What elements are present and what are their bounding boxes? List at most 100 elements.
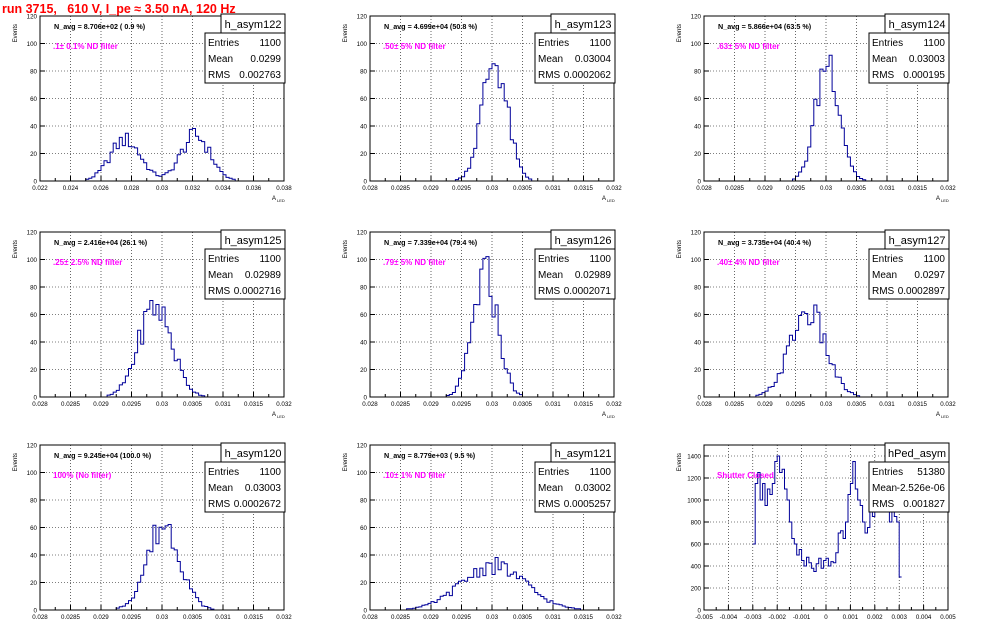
y-tick-label: 80 — [694, 69, 701, 76]
x-tick-label: 0.0285 — [391, 185, 410, 192]
x-tick-label: 0.003 — [891, 614, 907, 621]
stats-box: h_asym125 Entries 1100 Mean 0.02989 RMS 0.0002… — [204, 229, 286, 300]
stats-entries-label: Entries — [872, 38, 903, 49]
y-tick-label: 120 — [357, 230, 368, 237]
y-tick-label: 120 — [691, 230, 702, 237]
histogram-panel-h_asym122: 0.022 0.024 0.026 0.028 0.03 0.032 0.034 0.036 0… — [13, 13, 292, 203]
x-tick-label: 0.03 — [820, 401, 833, 408]
y-tick-label: 0 — [698, 179, 702, 186]
x-tick-label: 0.0295 — [452, 614, 471, 621]
histogram-panel-h_asym125: 0.028 0.0285 0.029 0.0295 0.03 0.0305 0.031 0.0… — [13, 229, 292, 419]
x-tick-label: 0.028 — [362, 185, 378, 192]
y-tick-label: 120 — [691, 14, 702, 21]
x-tick-label: 0.028 — [362, 401, 378, 408]
y-tick-label: 0 — [34, 608, 38, 615]
x-tick-label: 0.028 — [696, 401, 712, 408]
stats-box: h_asym122 Entries 1100 Mean 0.0299 RMS 0.00276… — [204, 13, 286, 84]
histogram-name: h_asym122 — [225, 19, 282, 31]
navg-annotation: N_avg = 4.699e+04 (50.8 %) — [384, 22, 478, 31]
y-tick-label: 20 — [30, 151, 37, 158]
y-tick-label: 80 — [360, 285, 367, 292]
stats-rms-value: 0.0002897 — [898, 286, 946, 297]
x-tick-label: 0 — [824, 614, 828, 621]
histogram-series-h_asym121 — [370, 557, 614, 611]
stats-entries-value: 1100 — [259, 254, 281, 265]
stats-box: h_asym123 Entries 1100 Mean 0.03004 RMS 0.0002… — [534, 13, 616, 84]
stats-entries-label: Entries — [208, 38, 239, 49]
y-tick-label: 100 — [357, 257, 368, 264]
y-axis-title: Events — [677, 24, 683, 42]
stats-box-body — [204, 248, 286, 300]
histogram-name: hPed_asym — [888, 448, 946, 460]
x-tick-label: -0.001 — [793, 614, 811, 621]
y-tick-label: 60 — [30, 312, 37, 319]
x-tick-label: 0.0285 — [61, 401, 80, 408]
stats-mean-value: 0.03002 — [575, 483, 612, 494]
y-tick-label: 60 — [694, 96, 701, 103]
x-tick-label: 0.001 — [843, 614, 859, 621]
x-tick-label: 0.0305 — [513, 185, 532, 192]
x-tick-label: 0.031 — [879, 401, 895, 408]
x-tick-label: 0.0315 — [244, 614, 263, 621]
y-tick-label: 1400 — [687, 454, 701, 461]
y-tick-label: 40 — [694, 340, 701, 347]
y-tick-label: 40 — [360, 553, 367, 560]
x-axis-title-subscript: LED — [941, 198, 949, 203]
x-tick-label: 0.0305 — [183, 614, 202, 621]
y-tick-label: 80 — [360, 498, 367, 505]
navg-annotation: N_avg = 3.735e+04 (40.4 %) — [718, 238, 812, 247]
stats-rms-label: RMS — [538, 286, 561, 297]
y-axis-title: Events — [343, 240, 349, 258]
stats-mean-value: 0.03003 — [909, 54, 946, 65]
x-tick-label: 0.031 — [545, 614, 561, 621]
x-tick-label: 0.0305 — [513, 401, 532, 408]
y-tick-label: 20 — [694, 151, 701, 158]
y-tick-label: 60 — [30, 96, 37, 103]
y-tick-label: 100 — [27, 470, 38, 477]
stats-box-body — [534, 461, 616, 513]
navg-annotation: N_avg = 8.779e+03 ( 9.5 %) — [384, 451, 476, 460]
y-tick-label: 200 — [691, 586, 702, 593]
stats-rms-value: 0.0002071 — [564, 286, 612, 297]
stats-rms-value: 0.0002672 — [234, 499, 282, 510]
y-tick-label: 20 — [360, 580, 367, 587]
x-tick-label: 0.032 — [185, 185, 201, 192]
x-tick-label: 0.0285 — [61, 614, 80, 621]
filter-annotation: .10± 1% ND filter — [383, 471, 446, 480]
x-tick-label: -0.005 — [695, 614, 713, 621]
x-tick-label: 0.029 — [93, 401, 109, 408]
filter-annotation: 100% (No filter) — [53, 471, 112, 480]
x-tick-label: 0.03 — [486, 401, 499, 408]
x-tick-label: 0.0305 — [847, 401, 866, 408]
navg-annotation: N_avg = 7.339e+04 (79.4 %) — [384, 238, 478, 247]
stats-box-body — [204, 461, 286, 513]
y-tick-label: 100 — [357, 470, 368, 477]
y-axis-title: Events — [13, 453, 19, 471]
histogram-name: h_asym127 — [889, 235, 946, 247]
x-tick-label: 0.022 — [32, 185, 48, 192]
x-tick-label: 0.0285 — [391, 401, 410, 408]
y-tick-label: 80 — [694, 285, 701, 292]
stats-entries-value: 1100 — [589, 254, 611, 265]
stats-mean-value: 0.0297 — [914, 270, 945, 281]
y-tick-label: 20 — [360, 151, 367, 158]
stats-mean-value: 0.0299 — [250, 54, 281, 65]
stats-entries-value: 1100 — [923, 254, 945, 265]
stats-box-body — [204, 32, 286, 84]
x-tick-label: 0.031 — [879, 185, 895, 192]
stats-rms-value: 0.0002062 — [564, 70, 612, 81]
stats-box: h_asym121 Entries 1100 Mean 0.03002 RMS 0.0005… — [534, 442, 616, 513]
filter-annotation: .40± 4% ND filter — [717, 258, 780, 267]
stats-rms-value: 0.002763 — [239, 70, 281, 81]
histogram-panel-h_asym121: 0.028 0.0285 0.029 0.0295 0.03 0.0305 0.031 0.0… — [343, 442, 622, 621]
x-axis-title-subscript: LED — [607, 198, 615, 203]
x-tick-label: 0.028 — [362, 614, 378, 621]
y-tick-label: 400 — [691, 564, 702, 571]
stats-rms-label: RMS — [538, 499, 561, 510]
stats-entries-value: 51380 — [917, 467, 945, 478]
stats-mean-label: Mean — [538, 270, 563, 281]
x-tick-label: 0.03 — [156, 401, 169, 408]
x-tick-label: 0.0295 — [786, 185, 805, 192]
x-tick-label: 0.0315 — [574, 401, 593, 408]
